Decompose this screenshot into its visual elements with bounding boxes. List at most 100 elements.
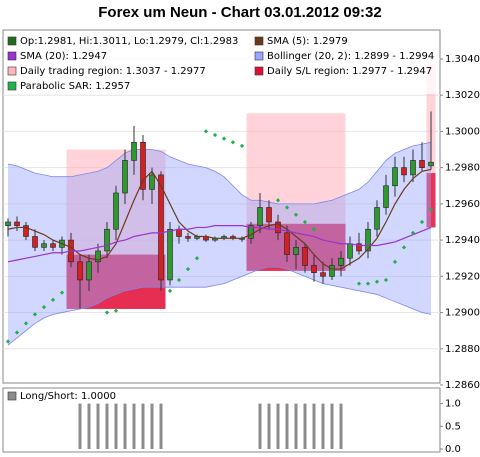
- y-tick-label: 1.2940: [445, 235, 480, 246]
- bar: [123, 403, 127, 449]
- region-segment: [129, 149, 139, 309]
- y-tick-label: 1.2900: [445, 308, 480, 319]
- legend-swatch: [7, 36, 17, 46]
- legend-label: SMA (20): 1.2947: [20, 51, 107, 62]
- legend-label: Parabolic SAR: 1.2957: [20, 81, 130, 92]
- candle-body: [14, 221, 20, 226]
- candle-body: [149, 174, 155, 190]
- legend-swatch: [7, 391, 17, 401]
- region-segment: [120, 149, 130, 309]
- region-segment: [300, 113, 310, 271]
- sar-dot: [383, 277, 389, 283]
- candle-body: [383, 185, 389, 208]
- y-tick-label: 1.2880: [445, 344, 480, 355]
- sar-dot: [311, 227, 317, 232]
- region-segment: [336, 223, 346, 271]
- candle-body: [257, 207, 263, 226]
- region-segment: [309, 223, 319, 271]
- legend-swatch: [7, 66, 17, 76]
- candle-body: [428, 161, 434, 167]
- legend-swatch: [7, 81, 17, 91]
- candle-body: [50, 243, 56, 248]
- region-segment: [291, 113, 301, 271]
- bar: [339, 403, 343, 449]
- candle-body: [347, 243, 353, 259]
- candle-body: [77, 261, 83, 281]
- indicator-line: [7, 168, 432, 270]
- legend-label: Op:1.2981, Hi:1.3011, Lo:1.2979, Cl:1.29…: [20, 36, 238, 47]
- region-segment: [75, 149, 85, 309]
- candle-body: [374, 207, 380, 230]
- y-tick-label: 1.2920: [445, 271, 480, 282]
- bar: [96, 403, 100, 449]
- bar: [285, 403, 289, 449]
- sar-dot: [230, 140, 236, 145]
- region-segment: [264, 223, 274, 271]
- bar: [150, 403, 154, 449]
- y-tick-label: 1.2960: [445, 199, 480, 210]
- region-segment: [93, 254, 103, 309]
- y-tick-label: 1.3040: [445, 54, 480, 65]
- region-segment: [102, 254, 112, 309]
- legend-label: Long/Short: 1.0000: [20, 391, 116, 402]
- legend-label: Daily S/L region: 1.2977 - 1.2947: [267, 66, 432, 77]
- legend-swatch: [254, 66, 264, 76]
- region-segment: [327, 223, 337, 271]
- sar-dot: [284, 205, 290, 210]
- candle-body: [329, 265, 335, 277]
- bar: [267, 403, 271, 449]
- sar-dot: [365, 281, 371, 286]
- chart-title: Forex um Neun - Chart 03.01.2012 09:32: [98, 4, 381, 21]
- sar-dot: [293, 212, 299, 217]
- region-segment: [336, 113, 346, 271]
- region-segment: [111, 254, 121, 309]
- legend-label: SMA (5): 1.2979: [267, 36, 348, 47]
- candle-body: [338, 257, 344, 266]
- bar: [87, 403, 91, 449]
- candle-body: [32, 236, 38, 248]
- sar-dot: [275, 198, 281, 203]
- sar-dot: [302, 219, 308, 225]
- bar: [303, 403, 307, 449]
- region-segment: [273, 113, 283, 271]
- candle-body: [248, 225, 254, 239]
- sar-dot: [419, 219, 425, 225]
- candle-body: [356, 243, 362, 252]
- y-tick-label: 1.2980: [445, 163, 480, 174]
- region-segment: [255, 223, 265, 271]
- candle-body: [104, 228, 110, 252]
- indicator-line: [7, 225, 432, 263]
- legend-box: [4, 32, 439, 94]
- region-segment: [282, 113, 292, 271]
- lower-panel: [2, 387, 441, 453]
- main-plot: [3, 58, 440, 350]
- bar: [321, 403, 325, 449]
- region-segment: [138, 254, 148, 309]
- legend-swatch: [254, 51, 264, 61]
- region-segment: [273, 223, 283, 271]
- region-segment: [309, 113, 319, 271]
- region-segment: [129, 254, 139, 309]
- bar: [159, 403, 163, 449]
- candle-body: [311, 265, 317, 274]
- region-segment: [147, 254, 157, 309]
- bar: [141, 403, 145, 449]
- y-tick-label: 1.2860: [445, 380, 480, 391]
- sar-dot: [374, 279, 380, 284]
- sar-dot: [401, 245, 407, 250]
- sar-dot: [203, 129, 209, 134]
- candle-body: [122, 160, 128, 194]
- bar: [330, 403, 334, 449]
- sar-dot: [176, 277, 182, 283]
- candle-body: [365, 228, 371, 252]
- region-segment: [318, 223, 328, 271]
- sar-dot: [392, 259, 398, 264]
- candle-body: [302, 247, 308, 266]
- sar-dot: [194, 256, 200, 261]
- candle-body: [131, 141, 137, 161]
- region-segment: [426, 173, 436, 228]
- candle-body: [320, 272, 326, 277]
- region-segment: [138, 149, 148, 309]
- region-segment: [66, 149, 76, 309]
- region-segment: [246, 113, 256, 271]
